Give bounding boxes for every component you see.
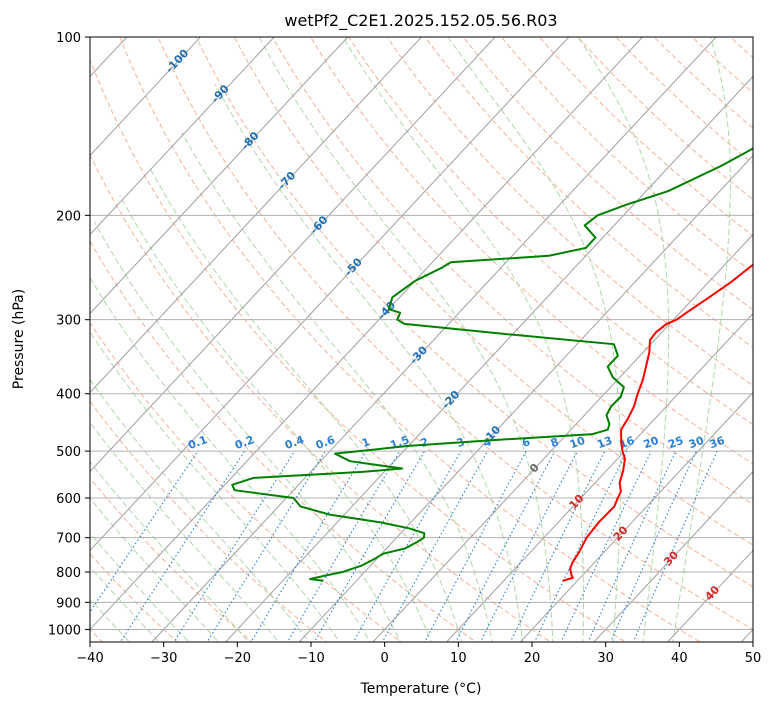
isotherm xyxy=(224,75,753,642)
mixing-ratio-line xyxy=(610,450,697,642)
mixing-ratio-lines xyxy=(90,450,718,642)
x-tick-label: 20 xyxy=(524,651,541,666)
moist-adiabat xyxy=(148,165,463,642)
mixing-ratio-line xyxy=(250,450,367,642)
isotherm xyxy=(593,470,753,642)
mixing-ratio-label: 0.2 xyxy=(233,433,256,452)
isotherms xyxy=(90,37,753,642)
isotherm xyxy=(90,37,423,394)
x-tick-label: −30 xyxy=(150,651,177,666)
isotherm xyxy=(445,312,753,642)
isotherm xyxy=(90,37,496,473)
y-tick-label: 1000 xyxy=(48,623,81,638)
moist-adiabat xyxy=(90,566,160,642)
y-tick-label: 400 xyxy=(56,388,81,403)
y-tick-label: 600 xyxy=(56,492,81,507)
moist-adiabat xyxy=(93,221,402,642)
isotherm xyxy=(90,37,275,236)
x-tick-label: 40 xyxy=(671,651,688,666)
x-tick-label: 30 xyxy=(597,651,614,666)
mixing-ratio-label: 10 xyxy=(568,434,587,452)
dry-adiabat xyxy=(195,37,753,588)
dry-adiabat xyxy=(271,37,753,505)
moist-adiabat xyxy=(214,83,524,642)
y-tick-label: 900 xyxy=(56,596,81,611)
chart-title: wetPf2_C2E1.2025.152.05.56.R03 xyxy=(284,11,557,31)
plot-area: -100-90-80-70-60-50-40-30-20-100.1 0.2 0.4… xyxy=(90,37,753,642)
mixing-ratio-label: 36 xyxy=(708,434,727,452)
mixing-ratio-label: 20 xyxy=(642,434,661,452)
mixing-ratio-line xyxy=(381,450,488,642)
dewpoint-line xyxy=(231,147,753,582)
y-tick-label: 500 xyxy=(56,445,81,460)
moist-adiabat xyxy=(90,421,280,642)
x-tick-label: −20 xyxy=(224,651,251,666)
mixing-ratio-line xyxy=(533,450,628,642)
dry-adiabat xyxy=(90,153,552,642)
mixing-ratio-line xyxy=(560,450,652,642)
mixing-ratio-label: 2 xyxy=(419,435,431,450)
isotherm xyxy=(519,391,753,642)
isotherm xyxy=(90,37,570,552)
isotherm xyxy=(90,37,202,157)
mixing-ratio-label: 6 xyxy=(520,435,532,450)
mixing-ratio-line xyxy=(632,450,718,642)
mixing-ratio-label: 25 xyxy=(666,434,685,451)
dry-adiabat xyxy=(119,37,701,642)
dry-adiabat xyxy=(386,37,753,387)
mixing-ratio-line xyxy=(119,450,246,642)
isotherm xyxy=(90,37,644,631)
isotherm xyxy=(372,233,753,642)
dry-adiabat xyxy=(90,400,328,642)
dry-adiabat xyxy=(462,37,753,311)
x-tick-label: 50 xyxy=(745,651,762,666)
mixing-ratio-label: 0.6 xyxy=(314,433,337,452)
x-tick-label: 0 xyxy=(381,651,389,666)
y-tick-label: 700 xyxy=(56,532,81,547)
isotherm xyxy=(298,154,753,642)
mixing-ratio-label: 0.1 xyxy=(186,433,209,452)
mixing-ratio-line xyxy=(313,450,426,642)
y-tick-label: 100 xyxy=(56,31,81,46)
x-tick-label: −40 xyxy=(76,651,103,666)
y-tick-label: 200 xyxy=(56,209,81,224)
moist-adiabat xyxy=(90,598,131,642)
dry-adiabat xyxy=(90,321,403,642)
dry-adiabat xyxy=(424,37,753,349)
moist-adiabat xyxy=(90,460,250,642)
x-axis-label: Temperature (°C) xyxy=(360,681,482,697)
moist-adiabat xyxy=(90,532,190,642)
isotherm xyxy=(90,37,349,315)
temperature-line xyxy=(562,263,753,582)
y-tick-label: 300 xyxy=(56,314,81,329)
moist-adiabat xyxy=(181,132,493,642)
mixing-ratio-line xyxy=(206,450,326,642)
moist-adiabat xyxy=(90,331,340,642)
y-axis-label: Pressure (hPa) xyxy=(11,289,27,389)
x-tick-label: −10 xyxy=(297,651,324,666)
mixing-ratio-line xyxy=(173,450,296,642)
x-tick-label: 10 xyxy=(450,651,467,666)
mixing-ratio-label: 1 xyxy=(360,435,372,450)
isotherm xyxy=(151,37,717,642)
y-axis: 100 200 300 400 500 600 700 800 900 1000 xyxy=(48,31,90,638)
mixing-ratio-line xyxy=(424,450,527,642)
mixing-ratio-label: 0.4 xyxy=(283,433,306,452)
plot-frame xyxy=(89,36,754,643)
mixing-ratio-label: 4 xyxy=(481,435,493,450)
x-axis: −40 −30 −20 −10 0 10 20 30 40 50 xyxy=(76,642,761,666)
dry-adiabat xyxy=(90,477,253,642)
dry-adiabat xyxy=(157,37,753,631)
profile-lines xyxy=(231,147,753,582)
mixing-ratio-line xyxy=(286,450,401,642)
mixing-ratio-label: 8 xyxy=(549,435,561,450)
mixing-ratio-label: 30 xyxy=(687,434,706,452)
mixing-ratio-label: 13 xyxy=(595,434,614,451)
pressure-gridlines xyxy=(90,37,753,630)
y-tick-label: 800 xyxy=(56,566,81,581)
